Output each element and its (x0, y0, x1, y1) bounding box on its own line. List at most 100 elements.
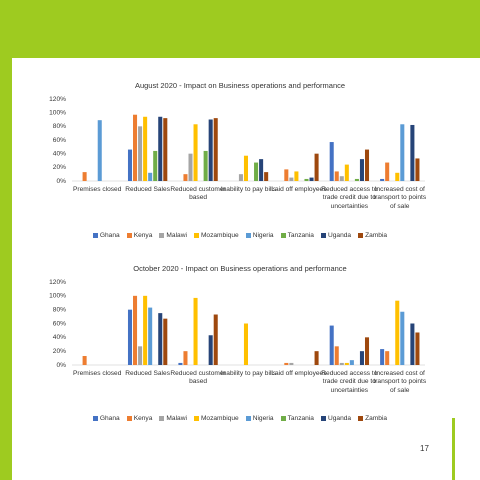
bar (138, 346, 143, 365)
x-tick-label: Premises closed (73, 186, 122, 193)
legend-label: Uganda (327, 415, 352, 422)
bar (400, 124, 405, 181)
y-tick-label: 20% (53, 164, 66, 171)
legend-swatch (320, 233, 326, 238)
bar (82, 356, 87, 365)
bar (334, 171, 339, 181)
legend-label: Malawi (166, 415, 187, 422)
bar (264, 172, 269, 181)
bar (193, 297, 198, 365)
legend-item: Kenya (126, 415, 153, 422)
legend-item: Tanzania (280, 415, 314, 422)
legend-swatch (126, 416, 132, 421)
bar (208, 335, 213, 365)
legend-item: Zambia (358, 232, 387, 239)
legend-swatch (245, 416, 251, 421)
bar (349, 360, 354, 365)
bar (148, 307, 153, 365)
legend-item: Zambia (358, 415, 387, 422)
chart-title: October 2020 - Impact on Business operat… (133, 264, 347, 273)
legend-label: Mozambique (200, 232, 239, 239)
bar (284, 362, 289, 365)
y-tick-label: 0% (56, 362, 66, 369)
legend-swatch (159, 416, 165, 421)
legend-item: Mozambique (193, 232, 239, 239)
bar (339, 176, 344, 181)
bar (127, 309, 133, 365)
x-tick-label: Inability to pay bills (220, 186, 277, 193)
legend-swatch (92, 416, 98, 421)
bar (289, 362, 294, 365)
y-tick-label: 100% (49, 293, 66, 300)
bar (364, 337, 370, 365)
bar (314, 153, 319, 181)
legend-item: Malawi (159, 415, 187, 422)
legend-swatch (92, 233, 98, 238)
legend-item: Uganda (320, 232, 352, 239)
bar (259, 159, 264, 181)
bar (385, 351, 390, 365)
x-tick-label: Inability to pay bills (220, 370, 277, 377)
x-tick-label: Laid off employees (271, 370, 327, 377)
bar (238, 174, 243, 181)
bar (138, 126, 143, 181)
bar (133, 295, 138, 365)
bar (395, 300, 400, 365)
x-tick-label: Reduced customer based (170, 370, 226, 386)
legend-item: Kenya (126, 232, 153, 239)
bar (254, 162, 259, 181)
bar (82, 172, 87, 181)
bar (294, 171, 299, 181)
legend-swatch (358, 416, 364, 421)
bar (359, 351, 364, 365)
y-tick-label: 60% (53, 137, 66, 144)
y-tick-label: 120% (49, 96, 66, 103)
legend-label: Nigeria (252, 232, 274, 239)
bar (334, 346, 339, 365)
x-tick-label: Laid off employees (271, 186, 327, 193)
x-tick-label: Reduced access to trade credit due to un… (321, 186, 378, 210)
bar (415, 332, 420, 365)
legend-label: Uganda (327, 232, 352, 239)
bar (400, 311, 405, 365)
page-bar (452, 418, 455, 480)
bar (143, 116, 148, 181)
page-number: 17 (420, 444, 429, 453)
bar (243, 323, 248, 365)
bar (395, 172, 400, 181)
legend: Ghana Kenya Malawi Mozambique Nigeria Tanzani… (0, 232, 480, 239)
bar (410, 124, 415, 181)
bar (304, 178, 309, 181)
legend-swatch (159, 233, 165, 238)
legend-item: Tanzania (280, 232, 314, 239)
bar (344, 362, 349, 365)
x-tick-label: Reduced Sales (125, 370, 170, 377)
bar (243, 155, 248, 181)
bar (329, 325, 334, 365)
bar (364, 149, 370, 181)
bar (284, 169, 289, 181)
bar (314, 351, 319, 365)
bar (127, 149, 133, 181)
legend-label: Kenya (133, 232, 153, 239)
bar (183, 351, 188, 365)
y-tick-label: 40% (53, 334, 66, 341)
x-tick-label: Increased cost of transport to points of… (373, 370, 427, 394)
legend-swatch (245, 233, 251, 238)
legend-item: Malawi (159, 232, 187, 239)
legend-item: Mozambique (193, 415, 239, 422)
bar (329, 142, 334, 181)
legend-label: Kenya (133, 415, 153, 422)
bar (193, 124, 198, 181)
legend-item: Ghana (92, 232, 120, 239)
bar (289, 177, 294, 181)
legend-label: Tanzania (287, 232, 314, 239)
y-tick-label: 80% (53, 123, 66, 130)
legend-label: Ghana (99, 232, 120, 239)
legend-item: Nigeria (245, 415, 274, 422)
bar (213, 314, 218, 365)
y-tick-label: 20% (53, 348, 66, 355)
y-tick-label: 0% (56, 178, 66, 185)
